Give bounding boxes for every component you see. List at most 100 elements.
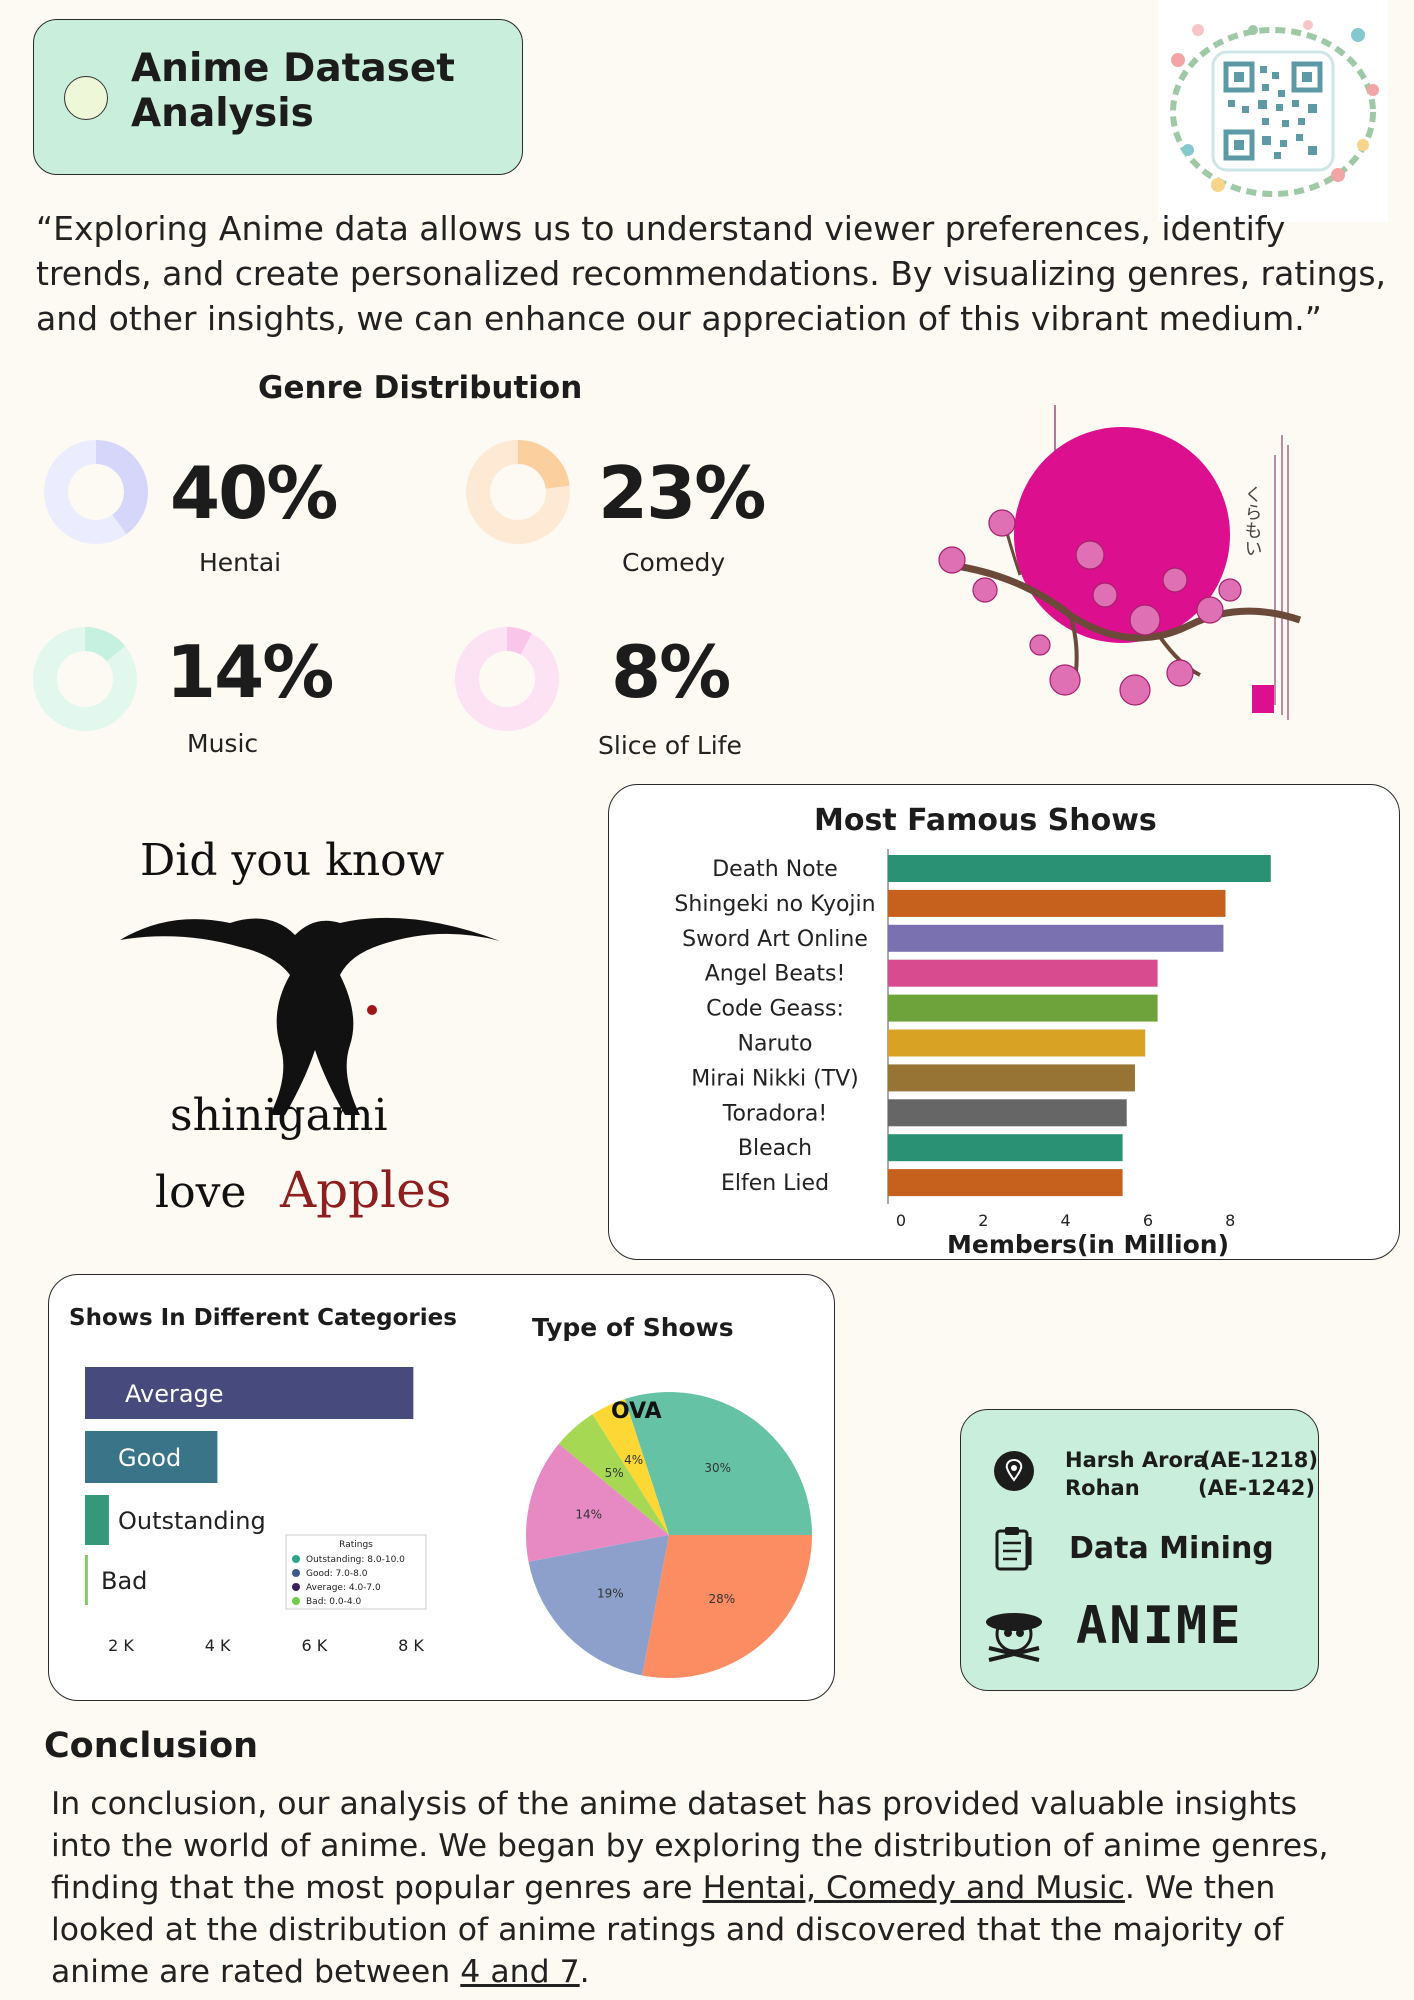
dyk-heading: Did you know: [140, 835, 445, 886]
author-name-2: Rohan: [1065, 1476, 1140, 1500]
cherry-blossom-sun-illustration: くらもい: [930, 405, 1320, 725]
legend-marker: [292, 1555, 300, 1563]
conclusion-title: Conclusion: [44, 1726, 259, 1766]
legend-title: Ratings: [339, 1540, 373, 1550]
pie-slice: [642, 1535, 812, 1678]
pie-slice: [528, 1535, 669, 1676]
famous-x-tick: 2: [978, 1211, 988, 1230]
famous-bar: [888, 1134, 1123, 1162]
conclusion-text-part-2: . We then looked at the distribution of …: [51, 1870, 1284, 1990]
categories-chart-title: Shows In Different Categories: [69, 1305, 457, 1331]
category-bar-label: Good: [118, 1444, 181, 1472]
category-x-tick: 2 K: [108, 1636, 134, 1655]
genre-percent: 8%: [611, 630, 731, 714]
genre-label: Music: [187, 729, 259, 758]
location-pin-icon: [994, 1451, 1034, 1491]
famous-bar: [888, 1064, 1135, 1092]
category-bar-label: Average: [125, 1380, 224, 1408]
qr-code-icon[interactable]: [1158, 0, 1388, 222]
genre-section-title: Genre Distribution: [258, 370, 583, 406]
categories-card: Shows In Different Categories Average Goo…: [48, 1274, 835, 1701]
famous-chart-title: Most Famous Shows: [814, 803, 1157, 838]
floral-frame: [1170, 20, 1379, 197]
genre-donut: [455, 627, 559, 731]
popular-genres-highlight: Hentai, Comedy and Music: [702, 1870, 1125, 1906]
genre-label: Slice of Life: [598, 731, 742, 760]
genre-donut: [33, 627, 137, 731]
intro-quote: “Exploring Anime data allows us to under…: [36, 209, 1387, 338]
clipboard-icon: [995, 1527, 1032, 1571]
dyk-love-text: love: [155, 1167, 246, 1218]
dyk-apples-text: Apples: [279, 1161, 451, 1219]
famous-bar-label: Death Note: [712, 857, 838, 882]
category-x-tick: 8 K: [398, 1636, 424, 1655]
famous-bar: [888, 855, 1271, 882]
legend-entry: Bad: 0.0-4.0: [306, 1597, 361, 1607]
author-id-1: (AE-1218): [1201, 1448, 1318, 1472]
genre-label: Comedy: [622, 548, 726, 577]
title-dot: [64, 76, 108, 120]
legend-entry: Average: 4.0-7.0: [306, 1583, 381, 1593]
famous-bar-label: Mirai Nikki (TV): [691, 1066, 859, 1091]
category-bar: [85, 1367, 414, 1419]
category-bar: [85, 1555, 88, 1605]
legend-entry: Good: 7.0-8.0: [306, 1569, 368, 1579]
category-bar: [85, 1431, 218, 1483]
pie-slice: [558, 1414, 669, 1535]
dyk-shinigami-text: shinigami: [170, 1090, 388, 1141]
famous-bar-label: Bleach: [738, 1136, 812, 1161]
famous-bar-label: Naruto: [737, 1032, 812, 1057]
legend-marker: [292, 1583, 300, 1591]
genre-percent: 14%: [166, 630, 334, 714]
ratings-legend: [285, 1534, 427, 1610]
famous-bar: [888, 1099, 1127, 1127]
genre-donut: [44, 440, 148, 544]
famous-bar: [888, 1169, 1123, 1197]
pie-category-label: OVA: [611, 1399, 662, 1424]
genre-percent: 40%: [170, 451, 338, 535]
famous-bar-label: Sword Art Online: [682, 927, 868, 952]
most-famous-shows-card: Most Famous Shows Death Note Shingeki no …: [608, 784, 1400, 1260]
rating-range-highlight: 4 and 7: [460, 1954, 580, 1990]
pie-slice: [526, 1443, 669, 1562]
pie-percent-label: 28%: [709, 1592, 736, 1606]
pie-percent-label: 5%: [605, 1466, 624, 1480]
famous-x-tick: 0: [896, 1211, 906, 1230]
genre-label: Hentai: [199, 548, 282, 577]
genre-stat-music: [33, 627, 137, 735]
famous-bar: [888, 924, 1224, 952]
author-name-1: Harsh Arora: [1065, 1448, 1208, 1472]
shinigami-silhouette-icon: [120, 917, 500, 1115]
famous-bar-label: Shingeki no Kyojin: [674, 892, 875, 917]
conclusion-text-part-3: .: [579, 1954, 590, 1990]
pie-percent-label: 19%: [597, 1587, 624, 1601]
legend-marker: [292, 1597, 300, 1605]
genre-stat-slice-of-life: [455, 627, 559, 735]
famous-bar: [888, 959, 1158, 987]
pirate-skull-icon: [986, 1613, 1042, 1662]
category-bar-label: Bad: [101, 1567, 147, 1595]
famous-bar: [888, 994, 1158, 1022]
legend-marker: [292, 1569, 300, 1577]
genre-stat-comedy: [466, 440, 570, 548]
pie-slice: [592, 1398, 669, 1535]
genre-percent: 23%: [598, 451, 766, 535]
anime-logo: ANIME: [1076, 1596, 1243, 1656]
conclusion-text-part-1: In conclusion, our analysis of the anime…: [51, 1786, 1329, 1906]
famous-bar: [888, 889, 1226, 917]
category-bar: [85, 1495, 109, 1545]
pie-percent-label: 14%: [575, 1507, 602, 1521]
vertical-calligraphy: くらもい: [1242, 485, 1263, 557]
famous-bar-label: Toradora!: [722, 1101, 827, 1126]
types-chart-title: Type of Shows: [532, 1313, 734, 1342]
pie-percent-label: 30%: [704, 1461, 731, 1475]
famous-x-tick: 8: [1225, 1211, 1235, 1230]
course-name: Data Mining: [1069, 1531, 1274, 1566]
categories-bar-chart: Average Good Outstanding Bad 2 K 4 K 6 K 8 K Rat…: [85, 1367, 427, 1655]
types-pie-chart: 30%TV4%Music5%ONA14%Special19%Movie28%OV…: [526, 1392, 812, 1678]
author-id-2: (AE-1242): [1198, 1476, 1315, 1500]
category-x-tick: 4 K: [205, 1636, 231, 1655]
famous-bar-label: Elfen Lied: [721, 1171, 829, 1196]
did-you-know-illustration: Did you know shinigami love Apples: [110, 815, 510, 1235]
famous-x-axis-label: Members(in Million): [947, 1230, 1229, 1259]
